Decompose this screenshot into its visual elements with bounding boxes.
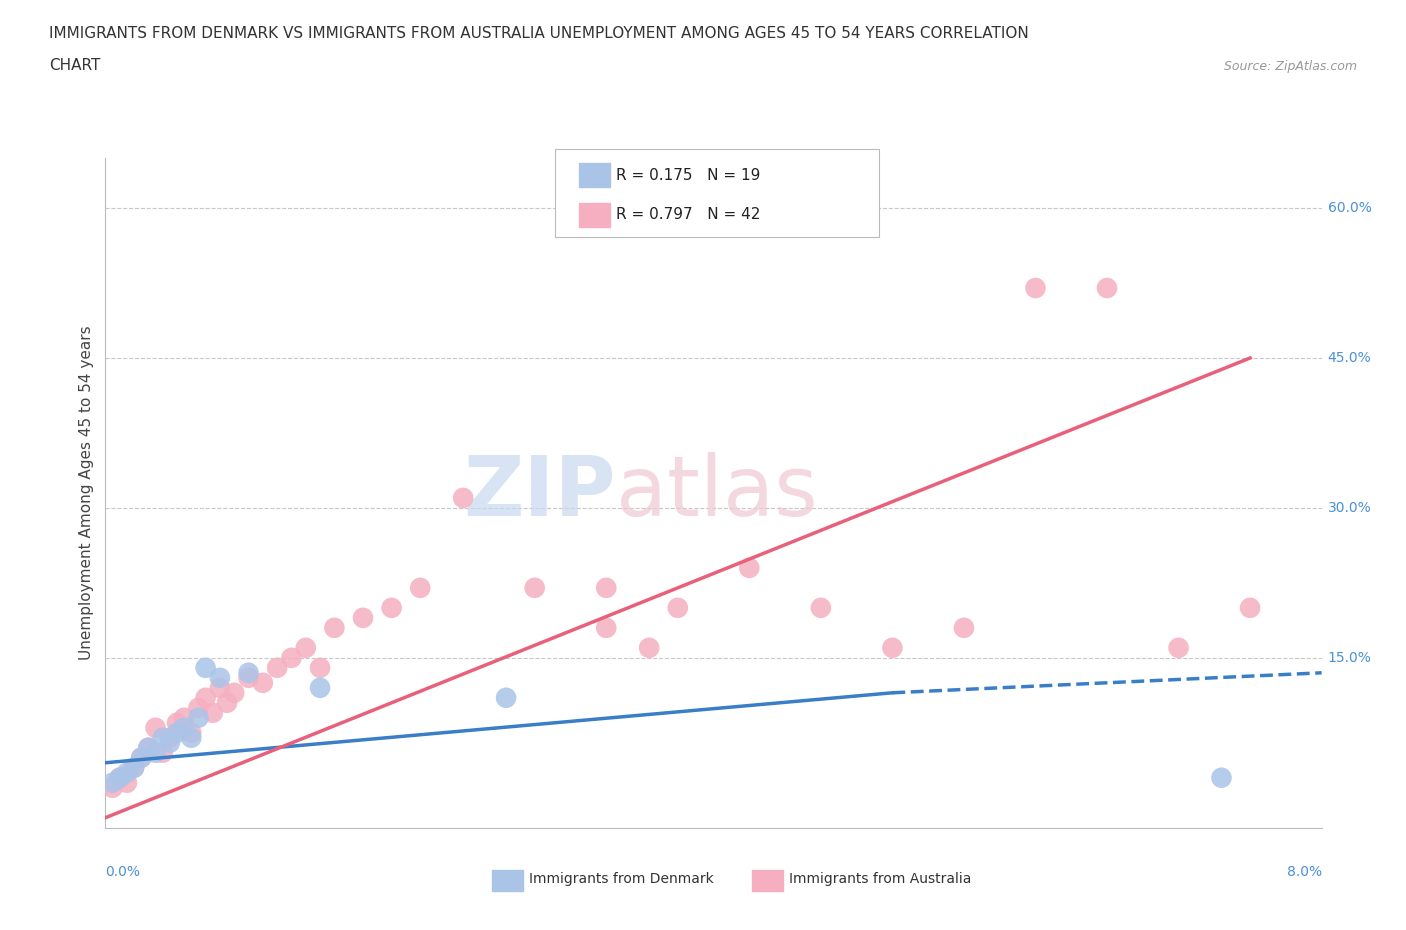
Text: 45.0%: 45.0% — [1327, 351, 1371, 365]
Point — [217, 696, 239, 711]
Text: R = 0.797   N = 42: R = 0.797 N = 42 — [616, 207, 761, 222]
Point — [159, 730, 181, 745]
Point — [201, 705, 224, 720]
Point — [180, 730, 202, 745]
Point — [115, 765, 138, 780]
Point — [882, 641, 904, 656]
Point — [145, 745, 167, 760]
Text: R = 0.175   N = 19: R = 0.175 N = 19 — [616, 167, 761, 182]
Point — [523, 580, 546, 595]
Point — [451, 490, 474, 505]
Point — [280, 650, 302, 665]
Point — [180, 725, 202, 740]
Point — [638, 641, 661, 656]
Point — [187, 711, 209, 725]
Point — [810, 601, 832, 616]
Point — [173, 711, 195, 725]
Point — [122, 761, 145, 776]
Point — [187, 700, 209, 715]
Text: IMMIGRANTS FROM DENMARK VS IMMIGRANTS FROM AUSTRALIA UNEMPLOYMENT AMONG AGES 45 : IMMIGRANTS FROM DENMARK VS IMMIGRANTS FR… — [49, 26, 1029, 41]
Point — [166, 715, 188, 730]
Point — [194, 660, 217, 675]
Point — [1211, 770, 1233, 785]
Text: ZIP: ZIP — [464, 452, 616, 534]
Point — [122, 761, 145, 776]
Point — [145, 721, 167, 736]
Point — [101, 780, 124, 795]
Point — [108, 770, 131, 785]
Text: 0.0%: 0.0% — [105, 865, 141, 879]
Point — [323, 620, 346, 635]
Point — [101, 776, 124, 790]
Point — [595, 620, 617, 635]
Point — [309, 660, 332, 675]
Point — [138, 740, 160, 755]
Point — [194, 690, 217, 705]
Text: 30.0%: 30.0% — [1327, 501, 1371, 515]
Point — [108, 770, 131, 785]
Text: 60.0%: 60.0% — [1327, 201, 1372, 215]
Text: Source: ZipAtlas.com: Source: ZipAtlas.com — [1223, 60, 1357, 73]
Text: Immigrants from Denmark: Immigrants from Denmark — [529, 871, 713, 886]
Point — [352, 610, 374, 625]
Point — [1095, 281, 1118, 296]
Text: Immigrants from Australia: Immigrants from Australia — [789, 871, 972, 886]
Point — [738, 561, 761, 576]
Point — [1167, 641, 1189, 656]
Point — [152, 745, 174, 760]
Point — [495, 690, 517, 705]
Point — [1024, 281, 1046, 296]
Point — [115, 776, 138, 790]
Point — [129, 751, 152, 765]
Point — [409, 580, 432, 595]
Point — [294, 641, 316, 656]
Point — [252, 675, 274, 690]
Point — [166, 725, 188, 740]
Text: 8.0%: 8.0% — [1286, 865, 1322, 879]
Point — [238, 671, 260, 685]
Point — [224, 685, 246, 700]
Point — [266, 660, 288, 675]
Text: CHART: CHART — [49, 58, 101, 73]
Point — [238, 665, 260, 680]
Point — [309, 681, 332, 696]
Point — [159, 736, 181, 751]
Text: atlas: atlas — [616, 452, 818, 534]
Point — [953, 620, 976, 635]
Point — [173, 721, 195, 736]
Point — [129, 751, 152, 765]
Point — [208, 681, 231, 696]
Point — [152, 730, 174, 745]
Point — [595, 580, 617, 595]
Point — [138, 740, 160, 755]
Point — [666, 601, 689, 616]
Point — [381, 601, 404, 616]
Y-axis label: Unemployment Among Ages 45 to 54 years: Unemployment Among Ages 45 to 54 years — [79, 326, 94, 660]
Text: 15.0%: 15.0% — [1327, 651, 1372, 665]
Point — [208, 671, 231, 685]
Point — [1239, 601, 1261, 616]
